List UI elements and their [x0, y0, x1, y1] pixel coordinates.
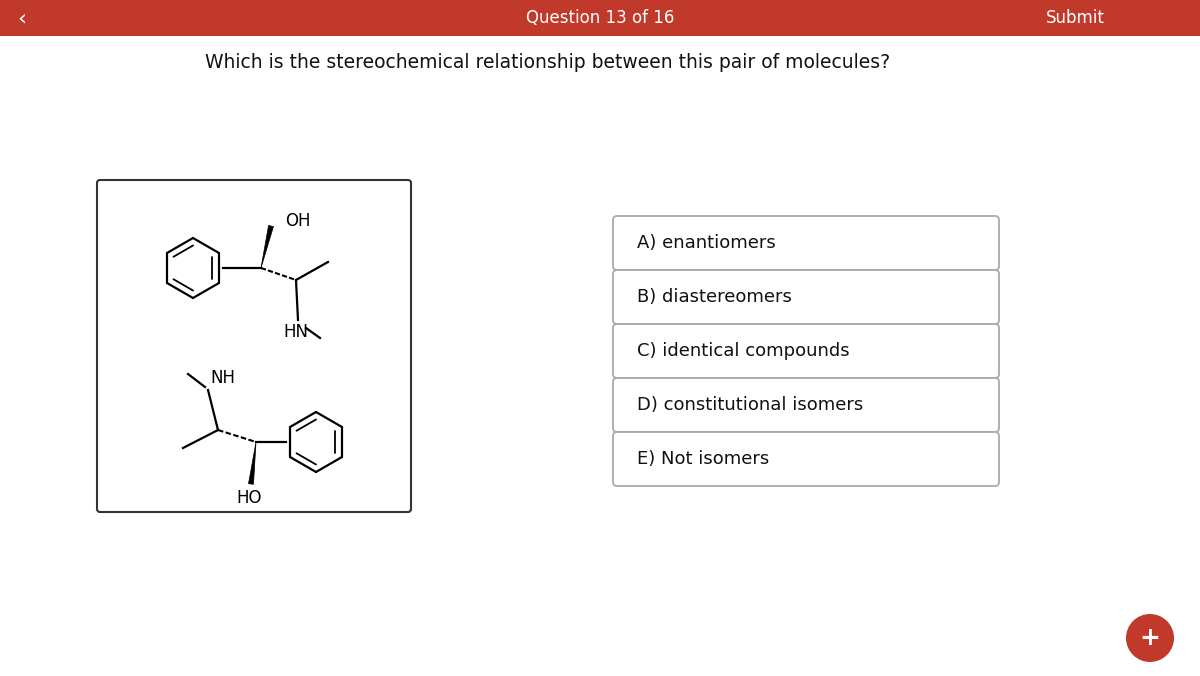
FancyBboxPatch shape: [613, 216, 998, 270]
FancyBboxPatch shape: [613, 378, 998, 432]
Text: Question 13 of 16: Question 13 of 16: [526, 9, 674, 27]
Polygon shape: [248, 442, 256, 484]
Text: C) identical compounds: C) identical compounds: [637, 342, 850, 360]
FancyBboxPatch shape: [613, 324, 998, 378]
Text: Which is the stereochemical relationship between this pair of molecules?: Which is the stereochemical relationship…: [205, 53, 890, 72]
Text: OH: OH: [286, 212, 311, 230]
Text: HN: HN: [283, 323, 308, 341]
Text: Submit: Submit: [1045, 9, 1104, 27]
Polygon shape: [262, 225, 274, 268]
Circle shape: [1126, 614, 1174, 662]
Text: B) diastereomers: B) diastereomers: [637, 288, 792, 306]
FancyBboxPatch shape: [613, 432, 998, 486]
Text: E) Not isomers: E) Not isomers: [637, 450, 769, 468]
Text: +: +: [1140, 626, 1160, 650]
Bar: [0, 0, 1200, 36]
Text: D) constitutional isomers: D) constitutional isomers: [637, 396, 863, 414]
Text: A) enantiomers: A) enantiomers: [637, 234, 775, 252]
FancyBboxPatch shape: [613, 270, 998, 324]
Text: HO: HO: [236, 489, 262, 507]
Text: ‹: ‹: [18, 8, 26, 28]
FancyBboxPatch shape: [97, 180, 410, 512]
Text: NH: NH: [210, 369, 235, 387]
